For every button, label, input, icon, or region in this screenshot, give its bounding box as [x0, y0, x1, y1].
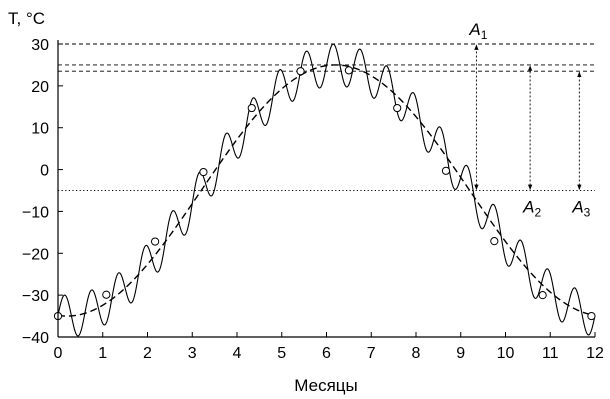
x-axis-title: Месяцы — [294, 376, 357, 395]
series-group — [57, 43, 596, 337]
x-tick-label: 8 — [412, 345, 421, 362]
data-point — [151, 237, 160, 246]
x-tick-label: 9 — [456, 345, 465, 362]
x-tick-label: 12 — [586, 345, 604, 362]
data-point — [393, 103, 402, 113]
x-tick-label: 4 — [233, 345, 242, 362]
y-tick-label: 30 — [31, 37, 49, 54]
series-line-daily-oscillation — [57, 43, 596, 337]
data-point — [538, 291, 547, 300]
y-tick-label: −30 — [22, 288, 49, 305]
x-tick-label: 2 — [143, 345, 152, 362]
x-tick-label: 1 — [98, 345, 107, 362]
data-point — [296, 67, 305, 76]
x-tick-label: 10 — [497, 345, 515, 362]
data-point — [344, 66, 353, 75]
x-tick-label: 3 — [188, 345, 197, 362]
amplitude-label-2: A2 — [522, 198, 541, 220]
data-point — [441, 166, 451, 175]
data-point — [490, 237, 499, 246]
y-tick-label: 0 — [40, 163, 49, 180]
x-tick-label: 11 — [542, 345, 559, 362]
x-tick-label: 5 — [277, 345, 286, 362]
x-tick-label: 0 — [54, 345, 63, 362]
y-tick-label: 10 — [31, 121, 49, 138]
series-line-annual-mean — [57, 64, 596, 317]
x-tick-label: 6 — [322, 345, 331, 362]
y-tick-label: −10 — [22, 204, 49, 221]
data-point — [587, 311, 596, 321]
amplitude-annotations: A1 A2 A3 — [468, 20, 590, 220]
data-point — [247, 103, 256, 113]
data-point — [199, 167, 208, 177]
y-tick-label: −40 — [22, 330, 49, 347]
amplitude-label-1: A1 — [468, 20, 487, 42]
data-point — [102, 290, 111, 299]
amplitude-label-3: A3 — [571, 198, 590, 220]
sample-markers — [53, 66, 596, 321]
y-tick-label: 20 — [31, 79, 49, 96]
y-axis-title: T, °C — [8, 9, 45, 28]
y-tick-label: −20 — [22, 246, 49, 263]
axes — [57, 40, 596, 338]
x-tick-label: 7 — [367, 345, 376, 362]
